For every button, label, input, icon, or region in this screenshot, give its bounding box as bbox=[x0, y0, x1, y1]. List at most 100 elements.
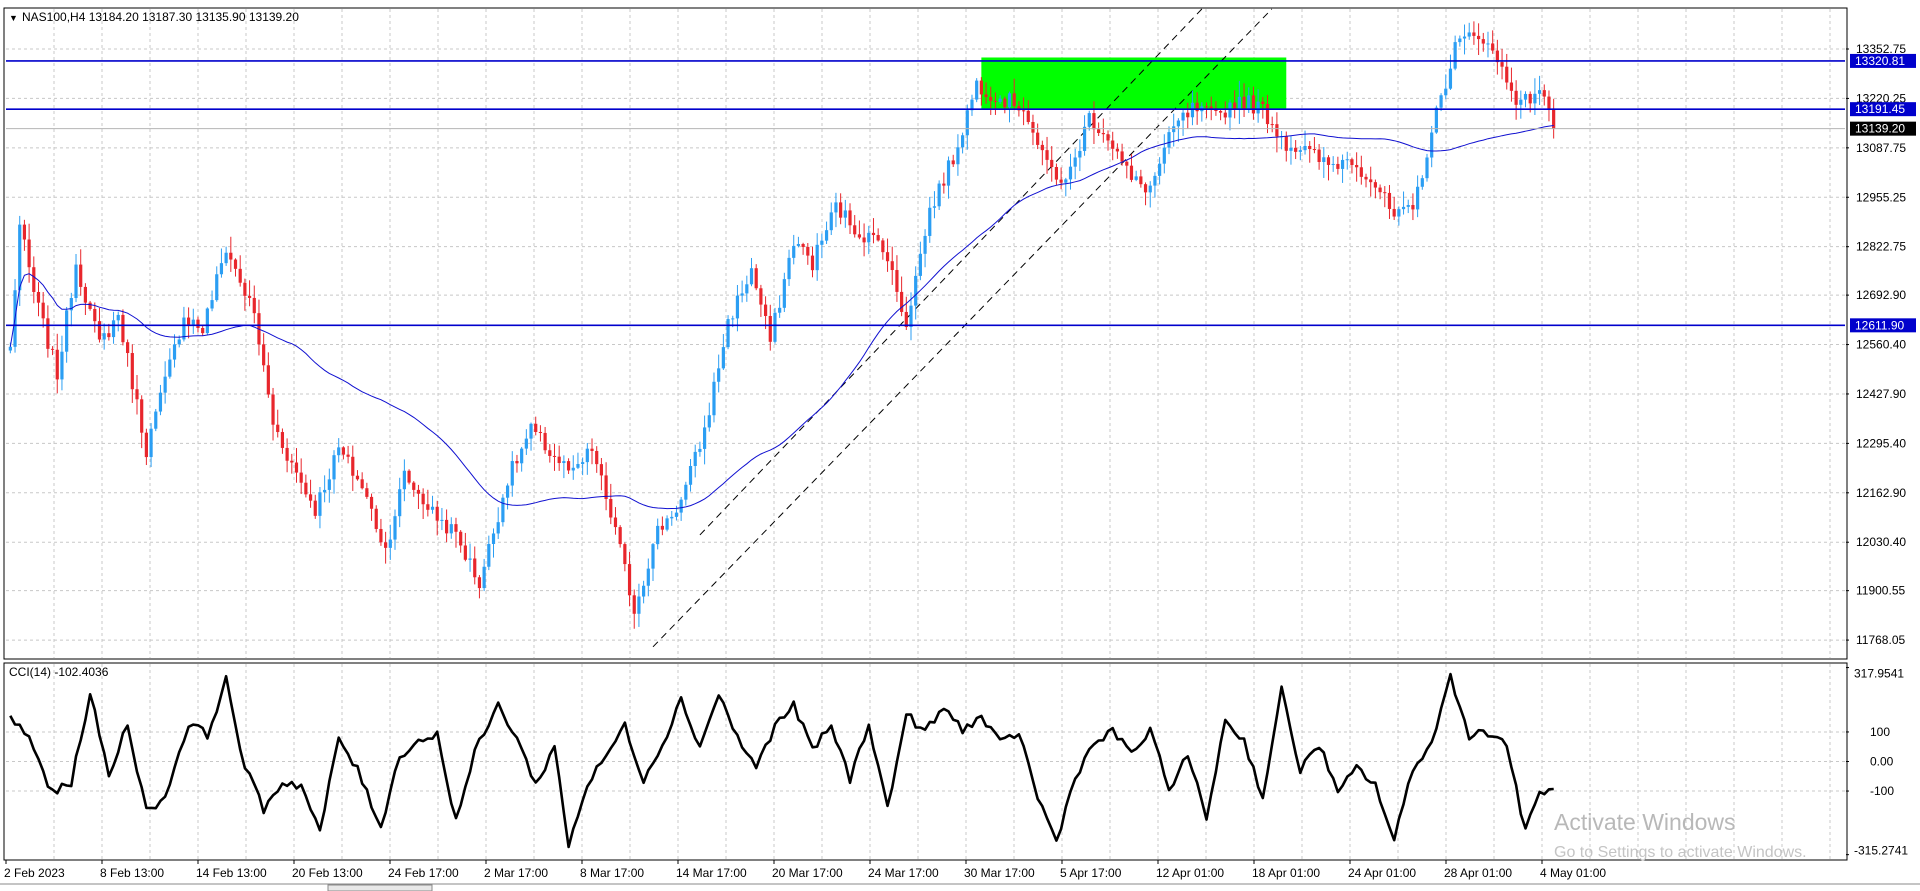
cci-line bbox=[9, 672, 1554, 849]
candle-body bbox=[491, 533, 496, 544]
candle-body bbox=[1139, 176, 1143, 185]
price-tick-label: 12030.40 bbox=[1856, 535, 1906, 549]
candle-body bbox=[172, 344, 177, 360]
candle-body bbox=[871, 232, 876, 236]
price-badges: 13320.81 13191.45 12611.90 13139.20 bbox=[1850, 54, 1916, 333]
candle-body bbox=[1495, 50, 1499, 63]
candle-body bbox=[576, 464, 580, 468]
candle-body bbox=[1209, 106, 1213, 109]
candle-body bbox=[834, 202, 838, 213]
candle-body bbox=[1040, 144, 1044, 151]
triangle-down-icon[interactable]: ▼ bbox=[9, 13, 18, 23]
price-badge bbox=[1850, 121, 1916, 136]
candle-body bbox=[285, 447, 289, 461]
candle-body bbox=[229, 252, 233, 260]
ma-path bbox=[9, 125, 1554, 510]
trendlines bbox=[652, 8, 1273, 648]
time-tick-label: 2 Mar 17:00 bbox=[484, 866, 548, 880]
candle-body bbox=[1275, 124, 1279, 137]
candle-body bbox=[1031, 121, 1035, 133]
candle-body bbox=[1439, 95, 1443, 108]
candle-body bbox=[524, 438, 528, 449]
candle-body bbox=[1444, 88, 1448, 96]
candle-body bbox=[32, 267, 36, 292]
time-tick-label: 28 Apr 01:00 bbox=[1444, 866, 1512, 880]
candle-body bbox=[412, 482, 416, 490]
candle-body bbox=[1012, 93, 1016, 107]
candle-body bbox=[468, 558, 472, 560]
candle-body bbox=[1477, 35, 1481, 40]
time-tick-label: 14 Feb 13:00 bbox=[196, 866, 267, 880]
candle-body bbox=[1125, 161, 1129, 166]
candle-body bbox=[149, 428, 153, 458]
candle-body bbox=[1505, 66, 1509, 83]
candle-body bbox=[1462, 36, 1467, 39]
candle-body bbox=[1359, 167, 1363, 177]
candle-body bbox=[745, 284, 749, 294]
candle-body bbox=[294, 462, 299, 473]
candle-body bbox=[79, 264, 83, 287]
candle-body bbox=[1519, 99, 1523, 105]
candle-body bbox=[1542, 90, 1546, 97]
candle-body bbox=[1500, 62, 1504, 67]
chart-title: NAS100,H4 13184.20 13187.30 13135.90 131… bbox=[22, 10, 299, 24]
cci-indicator-pane[interactable]: CCI(14) -102.4036 bbox=[3, 662, 1848, 861]
candle-body bbox=[341, 447, 345, 455]
candle-body bbox=[1383, 192, 1387, 194]
price-axis: 13352.75 13220.25 13087.75 12955.25 12822.75… bbox=[1846, 42, 1906, 647]
candle-body bbox=[1537, 90, 1542, 94]
candle-body bbox=[787, 257, 791, 280]
trendline[interactable] bbox=[652, 8, 1273, 648]
candle-body bbox=[928, 207, 932, 236]
candle-body bbox=[201, 328, 205, 334]
candle-body bbox=[1430, 132, 1434, 158]
main-price-pane[interactable]: ▼ NAS100,H4 13184.20 13187.30 13135.90 1… bbox=[3, 7, 1848, 660]
candle-body bbox=[585, 448, 589, 463]
candle-body bbox=[951, 160, 955, 165]
time-tick-label: 8 Feb 13:00 bbox=[100, 866, 164, 880]
price-tick-label: 13352.75 bbox=[1856, 42, 1906, 56]
candle-body bbox=[1097, 129, 1101, 133]
candle-body bbox=[365, 488, 369, 497]
horizontal-levels[interactable] bbox=[6, 60, 1845, 327]
cci-tick-label: -100 bbox=[1870, 784, 1894, 798]
candle-body bbox=[313, 500, 317, 516]
candle-body bbox=[885, 252, 890, 262]
candle-body bbox=[1453, 42, 1457, 69]
candle-body bbox=[731, 318, 735, 320]
cci-path bbox=[9, 672, 1554, 849]
candle-body bbox=[520, 448, 524, 464]
candle-body bbox=[337, 447, 341, 456]
candle-body bbox=[1003, 98, 1007, 108]
candle-body bbox=[168, 359, 172, 377]
candle-body bbox=[1355, 164, 1359, 168]
candle-body bbox=[477, 577, 482, 589]
candle-body bbox=[346, 454, 350, 457]
candle-body bbox=[1186, 112, 1190, 118]
candle-body bbox=[1331, 163, 1335, 165]
candle-body bbox=[543, 432, 547, 451]
candle-body bbox=[384, 542, 388, 548]
bottom-tab-strip bbox=[0, 883, 1920, 891]
candle-body bbox=[618, 527, 622, 545]
candle-body bbox=[27, 239, 31, 268]
candle-body bbox=[890, 261, 894, 271]
candle-body bbox=[881, 240, 885, 253]
candle-body bbox=[613, 517, 618, 528]
candle-body bbox=[721, 347, 725, 369]
cci-tick-label: -315.2741 bbox=[1854, 844, 1908, 858]
price-tick-label: 13220.25 bbox=[1856, 91, 1906, 105]
trendline[interactable] bbox=[699, 8, 1203, 536]
candle-body bbox=[1350, 159, 1354, 165]
candle-body bbox=[445, 519, 449, 534]
candle-body bbox=[1533, 93, 1537, 104]
cci-tick-label: 317.9541 bbox=[1854, 667, 1904, 681]
candle-body bbox=[590, 448, 594, 451]
candle-body bbox=[1036, 132, 1040, 145]
candle-body bbox=[1195, 102, 1199, 112]
candle-body bbox=[463, 545, 467, 560]
candle-body bbox=[8, 346, 12, 351]
candle-body bbox=[1190, 102, 1195, 118]
candle-body bbox=[130, 353, 134, 390]
